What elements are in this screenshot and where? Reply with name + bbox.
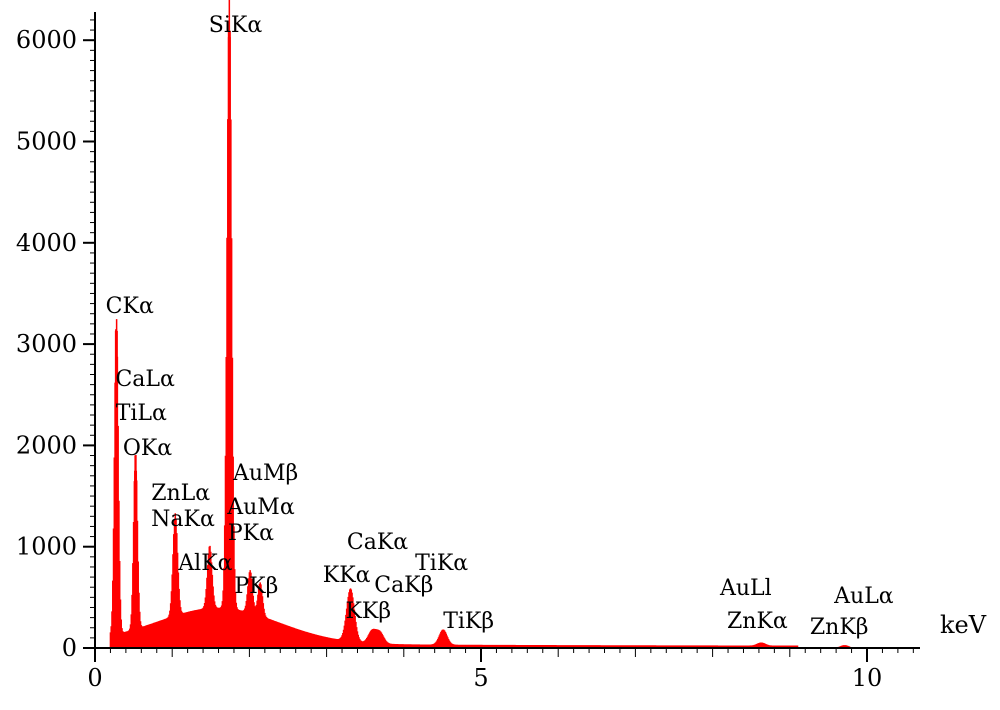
- y-tick-label: 6000: [16, 26, 77, 54]
- peak-label: AuMα: [226, 495, 295, 520]
- peak-label: AuLl: [719, 576, 772, 601]
- y-tick-label: 3000: [16, 330, 77, 358]
- y-tick-label: 2000: [16, 431, 77, 459]
- peak-label: ZnKβ: [810, 615, 869, 640]
- peak-label: AlKα: [177, 551, 232, 576]
- x-axis-title: keV: [940, 611, 987, 639]
- peak-label: NaKα: [151, 507, 215, 532]
- peak-label: KKα: [323, 563, 371, 588]
- peak-label: TiKβ: [443, 609, 494, 634]
- peak-label: KKβ: [345, 599, 391, 624]
- x-tick-label: 0: [87, 664, 102, 692]
- x-axis-ticks: 0 5 10: [87, 648, 914, 692]
- spectrum-series: [106, 0, 915, 648]
- x-tick-label: 10: [852, 664, 883, 692]
- peak-label: TiLα: [116, 401, 167, 426]
- peak-label: CKα: [106, 294, 154, 319]
- y-tick-label: 5000: [16, 128, 77, 156]
- y-tick-label: 0: [62, 634, 77, 662]
- x-tick-label: 5: [473, 664, 488, 692]
- peak-label: ZnLα: [151, 481, 210, 506]
- peak-label: OKα: [123, 436, 172, 461]
- peak-label: CaLα: [115, 367, 175, 392]
- peak-label: TiKα: [415, 551, 468, 576]
- peak-label: AuMβ: [232, 461, 298, 486]
- peak-label: CaKα: [347, 530, 408, 555]
- peak-label: AuLα: [833, 584, 894, 609]
- y-axis-ticks: 0 1000 2000 3000 4000 5000 6000: [16, 19, 95, 662]
- peak-label: ZnKα: [727, 609, 788, 634]
- peak-label: PKα: [228, 521, 274, 546]
- peak-label: CaKβ: [374, 573, 433, 598]
- peak-label: PKβ: [234, 574, 278, 599]
- y-tick-label: 4000: [16, 229, 77, 257]
- peak-label: SiKα: [209, 13, 263, 38]
- y-tick-label: 1000: [16, 533, 77, 561]
